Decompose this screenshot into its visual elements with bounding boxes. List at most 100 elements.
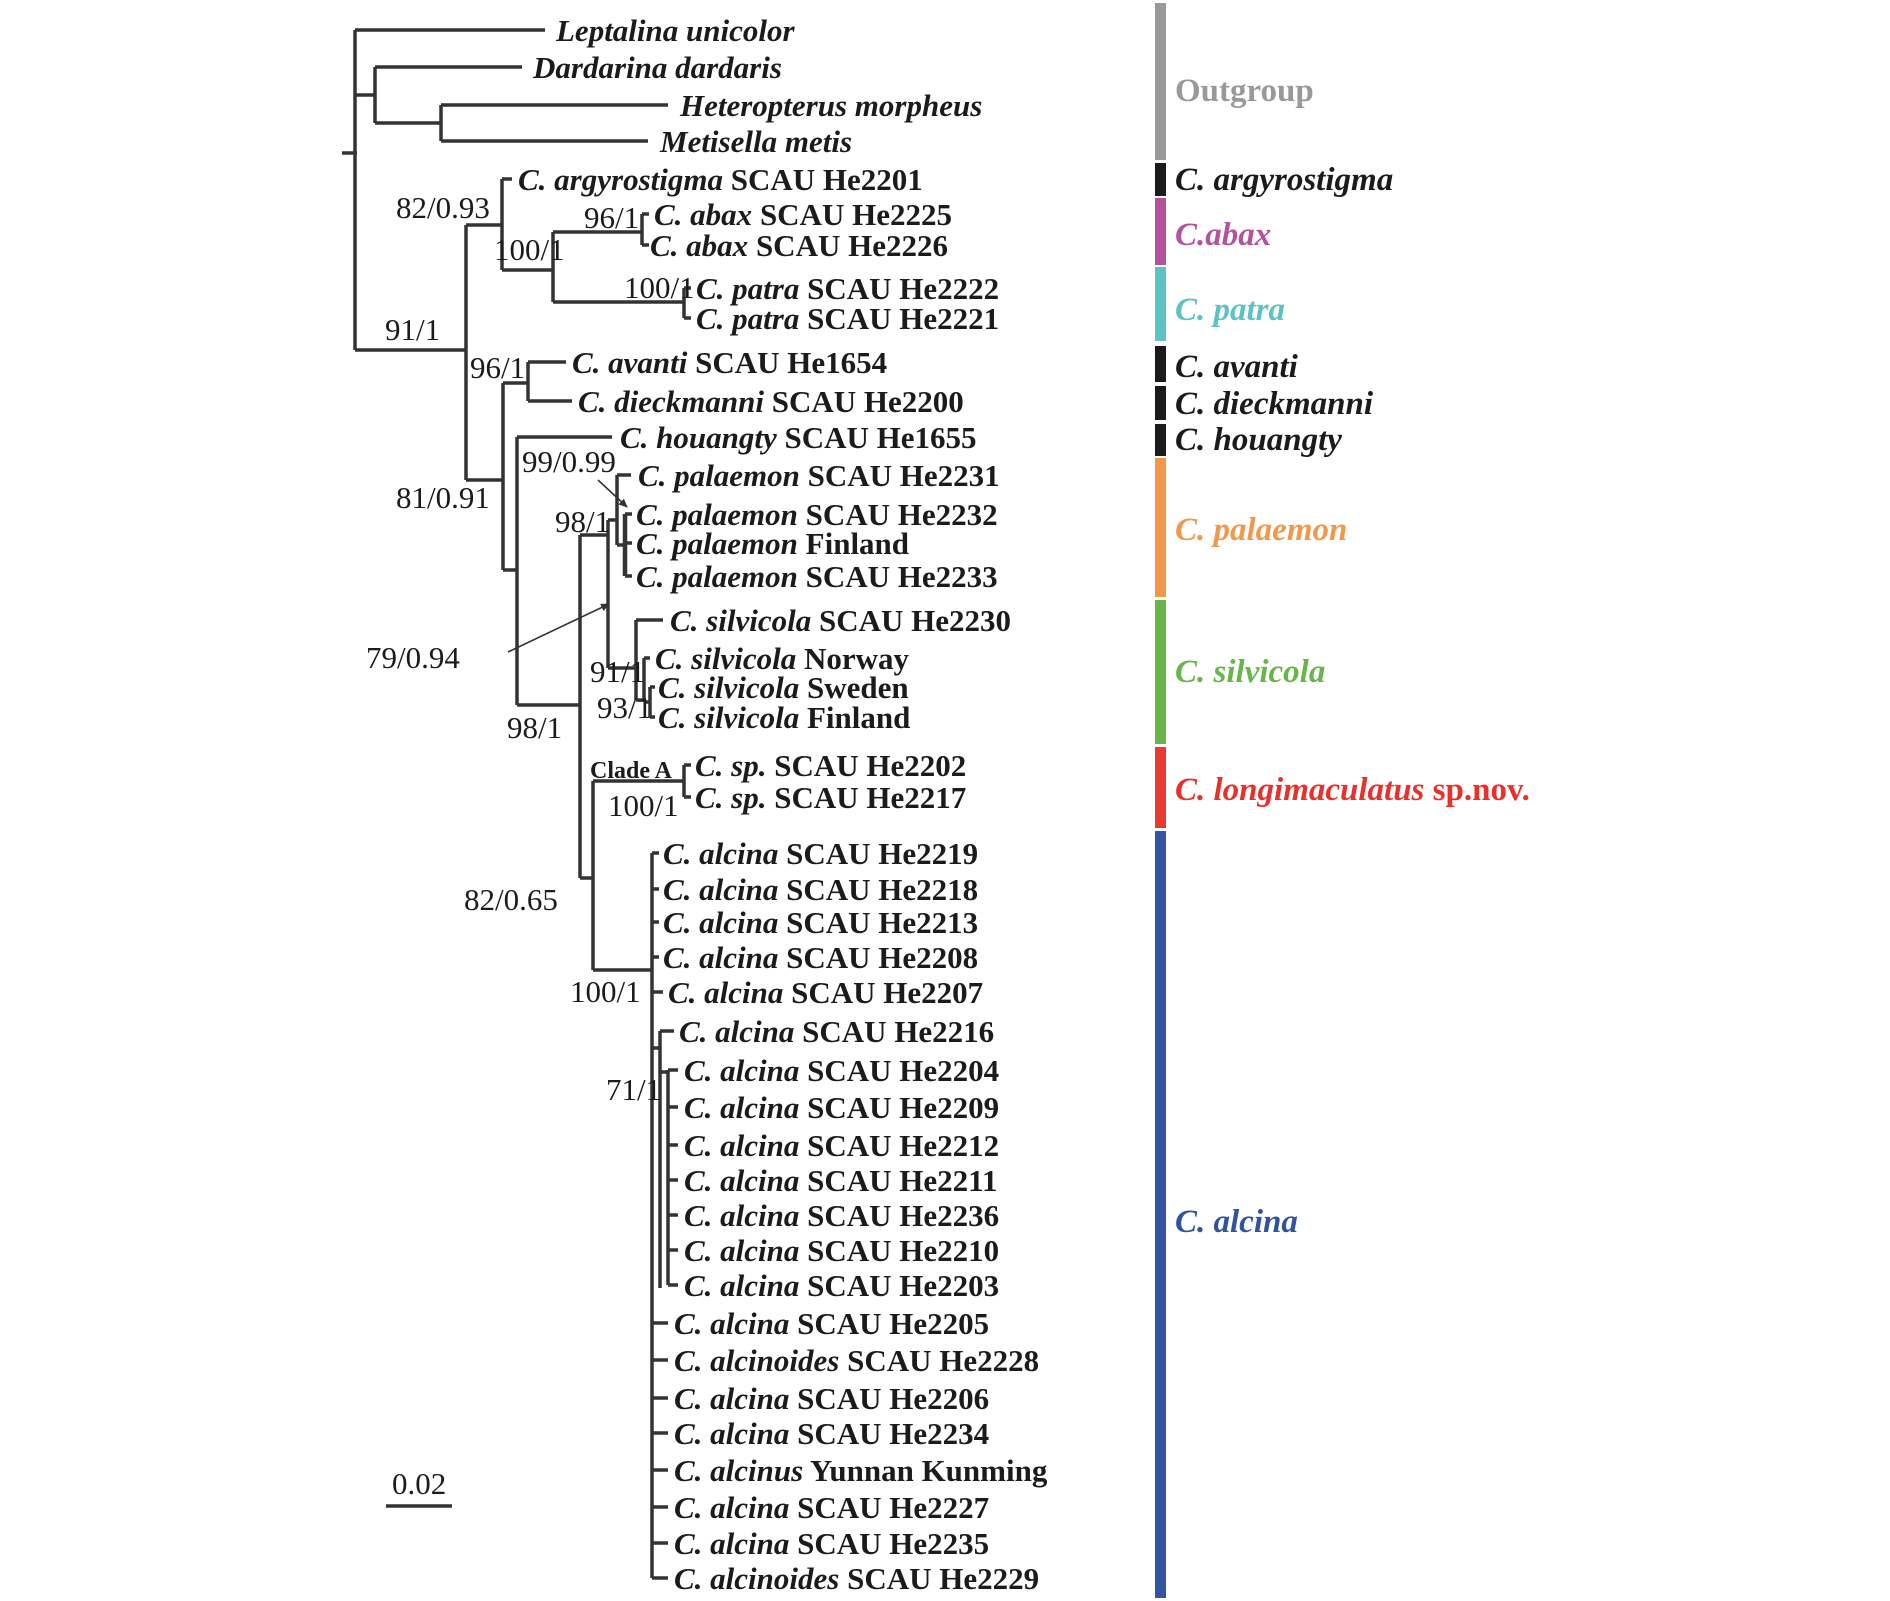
clade-bar-segment-longimaculatus [1155, 747, 1166, 828]
clade-name-dieckmanni: C. dieckmanni [1175, 386, 1374, 422]
clade-bar-segment-patra [1155, 267, 1166, 341]
taxon-name-italic: C. abax [650, 228, 748, 263]
support-label: 82/0.65 [464, 882, 558, 917]
clade-bar-segment-houangty [1155, 424, 1166, 456]
taxon-label: C. alcina SCAU He2236 [684, 1198, 999, 1233]
clade-name-italic: C. silvicola [1175, 654, 1325, 690]
support-label: 93/1 [597, 690, 652, 725]
tree-branches [342, 28, 691, 1580]
clade-name-avanti: C. avanti [1175, 349, 1299, 385]
taxon-voucher-roman: SCAU He2226 [748, 228, 948, 263]
taxon-name-italic: C. patra [696, 271, 799, 306]
taxon-label: C. dieckmanni SCAU He2200 [578, 384, 964, 419]
clade-bar-segment-outgroup [1155, 3, 1166, 160]
taxon-name-italic: C. alcina [663, 905, 778, 940]
taxon-voucher-roman: SCAU He2201 [723, 162, 923, 197]
clade-name-argyrostigma: C. argyrostigma [1175, 162, 1393, 198]
taxon-name-italic: C. alcinus [674, 1453, 803, 1488]
clade-name-houangty: C. houangty [1175, 422, 1342, 458]
support-label: 91/1 [590, 654, 645, 689]
support-label: 98/1 [507, 710, 562, 745]
taxon-name-italic: C. houangty [620, 420, 777, 455]
taxon-label: C. alcina SCAU He2234 [674, 1416, 989, 1451]
taxon-label: Metisella metis [659, 124, 852, 159]
taxon-voucher-roman: SCAU He2211 [799, 1163, 997, 1198]
taxon-voucher-roman: SCAU He2217 [767, 780, 967, 815]
taxon-voucher-roman: SCAU He2202 [767, 748, 967, 783]
taxon-voucher-roman: SCAU He2227 [789, 1490, 989, 1525]
taxon-label: C. abax SCAU He2226 [650, 228, 948, 263]
taxon-name-italic: C. alcina [668, 975, 783, 1010]
taxon-label: C. alcina SCAU He2227 [674, 1490, 989, 1525]
taxon-label: C. silvicola Sweden [658, 670, 909, 705]
support-arrow [507, 603, 610, 653]
taxon-name-italic: C. alcina [684, 1090, 799, 1125]
clade-color-bar [1155, 3, 1166, 1598]
scale-bar-label: 0.02 [392, 1466, 446, 1501]
clade-name-roman: Outgroup [1175, 73, 1314, 109]
support-label: 100/1 [494, 232, 565, 267]
taxon-voucher-roman: Finland [799, 700, 910, 735]
taxon-label: C. abax SCAU He2225 [654, 197, 952, 232]
support-label: 100/1 [624, 270, 695, 305]
taxon-name-italic: C. alcina [684, 1233, 799, 1268]
taxon-label: C. silvicola SCAU He2230 [670, 603, 1011, 638]
taxon-name-italic: C. alcina [684, 1198, 799, 1233]
taxon-label: C. alcina SCAU He2235 [674, 1526, 989, 1561]
taxon-label: C. alcina SCAU He2208 [663, 940, 978, 975]
taxon-label: C. alcina SCAU He2219 [663, 836, 978, 871]
clade-name-italic: C. palaemon [1175, 512, 1347, 548]
clade-bar-segment-abax [1155, 198, 1166, 265]
clade-bar-segment-silvicola [1155, 600, 1166, 744]
taxon-name-italic: C. alcina [674, 1490, 789, 1525]
support-label: Clade A [590, 758, 673, 784]
taxon-voucher-roman: SCAU He2231 [800, 458, 1000, 493]
taxon-name-italic: C. alcina [684, 1128, 799, 1163]
taxon-voucher-roman: SCAU He2207 [783, 975, 983, 1010]
taxon-label: C. alcina SCAU He2209 [684, 1090, 999, 1125]
taxon-label: C. palaemon SCAU He2233 [636, 559, 998, 594]
support-label: 91/1 [385, 312, 440, 347]
taxon-name-italic: Heteropterus morpheus [679, 88, 982, 123]
taxon-name-italic: C. palaemon [638, 458, 800, 493]
taxon-label: C. palaemon SCAU He2231 [638, 458, 1000, 493]
clade-name-labels: Outgroup C. argyrostigma C.abax C. patra C. … [1175, 73, 1530, 1240]
clade-name-italic: C. alcina [1175, 1204, 1298, 1240]
taxon-voucher-roman: SCAU He2221 [799, 301, 999, 336]
taxon-voucher-roman: SCAU He2233 [798, 559, 998, 594]
taxon-label: C. alcinoides SCAU He2229 [674, 1561, 1039, 1596]
taxon-name-italic: C. alcina [663, 836, 778, 871]
support-label: 99/0.99 [522, 444, 616, 479]
taxon-voucher-roman: SCAU He2216 [794, 1014, 994, 1049]
taxon-voucher-roman: Norway [796, 641, 909, 676]
taxon-name-italic: Leptalina unicolor [555, 13, 795, 48]
clade-name-italic: C. argyrostigma [1175, 162, 1393, 198]
taxon-name-italic: C. alcinoides [674, 1561, 839, 1596]
taxon-label: Leptalina unicolor [555, 13, 795, 48]
taxon-name-italic: C. abax [654, 197, 752, 232]
clade-bar-segment-palaemon [1155, 458, 1166, 597]
taxon-name-italic: C. alcina [674, 1416, 789, 1451]
taxon-name-italic: C. alcina [684, 1163, 799, 1198]
taxon-label: C. alcina SCAU He2210 [684, 1233, 999, 1268]
taxon-label: C. alcinoides SCAU He2228 [674, 1343, 1039, 1378]
support-labels: 82/0.93 91/1 96/1 100/1 100/1 96/1 81/0.91 99/0… [366, 190, 695, 1107]
taxon-voucher-roman: SCAU He2228 [839, 1343, 1039, 1378]
clade-name-longimaculatus: C. longimaculatus sp.nov. [1175, 772, 1530, 808]
taxon-voucher-roman: SCAU He2232 [798, 497, 998, 532]
clade-name-roman: sp.nov. [1424, 772, 1529, 808]
taxon-label: C. alcina SCAU He2204 [684, 1053, 999, 1088]
taxon-voucher-roman: SCAU He2204 [799, 1053, 999, 1088]
taxon-label: C. alcinus Yunnan Kunming [674, 1453, 1048, 1488]
taxon-voucher-roman: SCAU He2225 [752, 197, 952, 232]
clade-name-italic: C.abax [1175, 217, 1271, 253]
taxon-voucher-roman: SCAU He2234 [789, 1416, 989, 1451]
taxon-name-italic: C. alcina [663, 940, 778, 975]
taxon-name-italic: C. avanti [572, 345, 688, 380]
taxon-name-italic: C. palaemon [636, 497, 798, 532]
taxon-name-italic: C. silvicola [655, 641, 796, 676]
taxon-name-italic: C. patra [696, 301, 799, 336]
taxon-name-italic: C. alcina [674, 1526, 789, 1561]
taxon-label: C. avanti SCAU He1654 [572, 345, 887, 380]
support-label: 79/0.94 [366, 640, 460, 675]
